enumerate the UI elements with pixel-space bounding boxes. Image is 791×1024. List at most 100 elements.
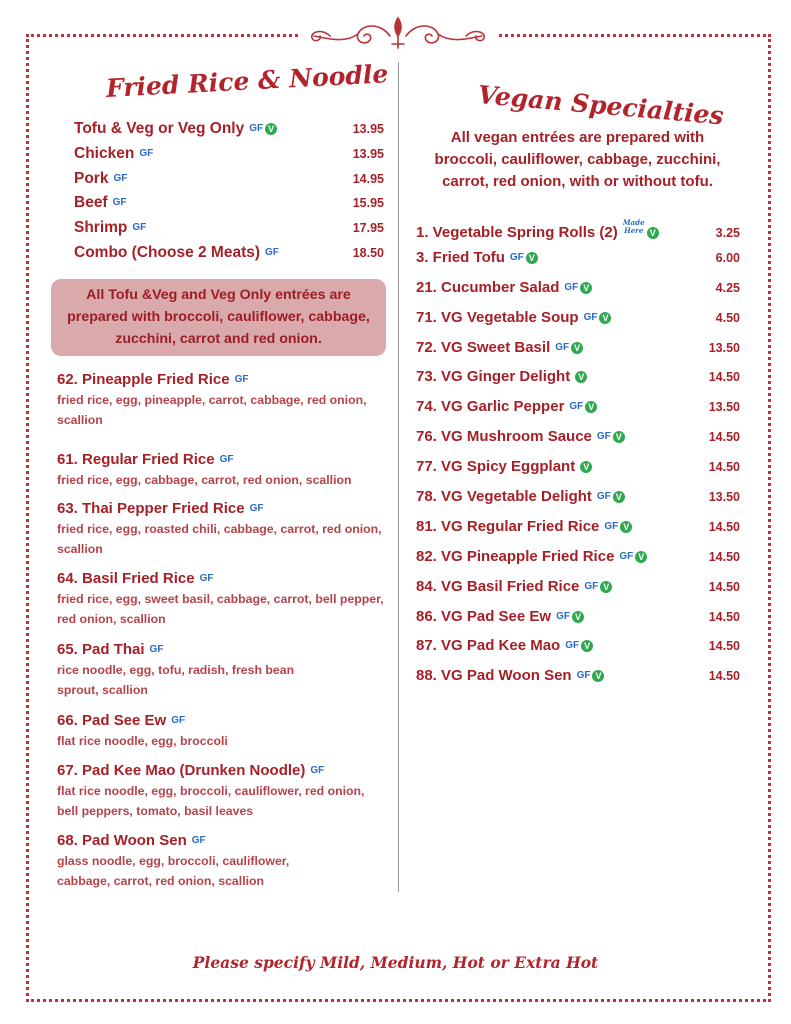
item-price: 14.50 [708,370,740,385]
gluten-free-badge: GF [149,644,164,655]
item-price: 14.50 [708,430,740,445]
item-name: 61. Regular Fried Rice [57,451,215,468]
gluten-free-badge: GF [113,172,128,184]
menu-item: 72. VG Sweet Basil GF V 13.50 [416,339,740,369]
vegan-badge-icon: V [612,431,625,444]
menu-item: 61. Regular Fried Rice GF fried rice, egg… [57,450,387,490]
gluten-free-badge: GF [234,374,249,385]
item-name: 76. VG Mushroom Sauce [416,428,592,446]
menu-item: 62. Pineapple Fried Rice GF fried rice, e… [57,370,387,430]
menu-item: 1. Vegetable Spring Rolls (2)Made Here V … [416,219,740,249]
item-name: 62. Pineapple Fried Rice [57,371,230,388]
spice-level-note: Please specify Mild, Medium, Hot or Extr… [192,953,599,972]
gluten-free-badge: GF [171,715,186,726]
item-price: 13.50 [708,490,740,505]
vegan-badge-icon: V [599,311,612,324]
menu-item: Pork GF 14.95 [74,170,384,195]
item-name: 86. VG Pad See Ew [416,607,552,625]
item-price: 15.95 [352,196,384,211]
menu-item: 73. VG Ginger Delight V 14.50 [416,368,740,398]
menu-item: Shrimp GF 17.95 [74,219,384,244]
menu-item: 87. VG Pad Kee Mao GF V 14.50 [416,637,740,667]
column-divider [398,62,399,892]
vegan-badge-icon: V [585,401,598,414]
gluten-free-badge: GF [265,246,279,258]
item-name: Combo (Choose 2 Meats) [74,243,261,261]
item-name: 78. VG Vegetable Delight [416,488,592,506]
menu-item: 3. Fried Tofu GF V 6.00 [416,249,740,279]
item-name: 81. VG Regular Fried Rice [416,517,600,535]
item-name: Beef [74,194,108,212]
item-description: glass noodle, egg, broccoli, cauliflower… [57,854,290,888]
menu-item: 81. VG Regular Fried Rice GF V 14.50 [416,518,740,548]
item-description: flat rice noodle, egg, broccoli, caulifl… [57,784,365,818]
gluten-free-badge: GF [619,550,634,562]
menu-item: 78. VG Vegetable Delight GF V 13.50 [416,488,740,518]
vegan-badge-icon: V [581,640,594,653]
gluten-free-badge: GF [565,640,580,652]
menu-item: Tofu & Veg or Veg Only GF V 13.95 [74,120,384,145]
item-price: 14.50 [708,519,740,534]
gluten-free-badge: GF [310,765,325,776]
item-name: 3. Fried Tofu [416,248,505,266]
menu-item: 65. Pad Thai GF rice noodle, egg, tofu, r… [57,640,387,700]
item-name: 21. Cucumber Salad [416,278,560,296]
gluten-free-badge: GF [509,251,524,263]
vegan-badge-icon: V [525,251,538,264]
item-name: 66. Pad See Ew [57,712,167,729]
item-name: 72. VG Sweet Basil [416,338,551,356]
item-price: 6.00 [715,250,740,265]
menu-item: 66. Pad See Ew GF flat rice noodle, egg, … [57,711,387,751]
item-price: 3.25 [715,226,740,240]
vegan-badge-icon: V [592,670,605,683]
item-description: fried rice, egg, pineapple, carrot, cabb… [57,393,367,427]
flourish-ornament-icon [300,14,496,54]
item-name: 68. Pad Woon Sen [57,832,187,849]
item-name: 63. Thai Pepper Fried Rice [57,500,245,517]
menu-item: 68. Pad Woon Sen GF glass noodle, egg, br… [57,831,387,891]
menu-item: Beef GF 15.95 [74,194,384,219]
gluten-free-badge: GF [583,311,598,323]
gluten-free-badge: GF [249,503,264,514]
gluten-free-badge: GF [219,454,234,465]
item-price: 4.50 [715,310,740,325]
menu-item: Combo (Choose 2 Meats) GF 18.50 [74,244,384,269]
menu-item: 64. Basil Fried Rice GF fried rice, egg, … [57,569,387,629]
gluten-free-badge: GF [555,341,570,353]
gluten-free-badge: GF [556,610,570,622]
item-price: 17.95 [352,221,384,236]
menu-item: 21. Cucumber Salad GF V 4.25 [416,279,740,309]
gluten-free-badge: GF [584,580,599,592]
menu-item: 76. VG Mushroom Sauce GF V 14.50 [416,428,740,458]
vegan-badge-icon: V [612,491,625,504]
item-price: 14.50 [708,460,740,475]
item-price: 18.50 [352,245,384,260]
item-description: rice noodle, egg, tofu, radish, fresh be… [57,663,295,697]
item-name: 82. VG Pineapple Fried Rice [416,547,615,565]
item-price: 14.50 [708,579,740,594]
item-name: 84. VG Basil Fried Rice [416,577,580,595]
gluten-free-badge: GF [576,670,591,682]
made-here-label: Made Here [622,218,645,235]
item-description: fried rice, egg, cabbage, carrot, red on… [57,473,352,487]
item-name: Chicken [74,144,135,162]
preparation-note: All Tofu &Veg and Veg Only entrées are p… [51,279,386,356]
item-price: 14.50 [708,639,740,654]
gluten-free-badge: GF [569,401,584,413]
item-description: flat rice noodle, egg, broccoli [57,734,228,748]
gluten-free-badge: GF [249,123,264,134]
item-name: 77. VG Spicy Eggplant [416,458,576,476]
menu-item: 84. VG Basil Fried Rice GF V 14.50 [416,578,740,608]
gluten-free-badge: GF [604,520,619,532]
vegan-intro-text: All vegan entrées are prepared with broc… [434,129,721,190]
gluten-free-badge: GF [199,573,214,584]
vegan-specialties-list: 1. Vegetable Spring Rolls (2)Made Here V … [416,219,740,697]
menu-item: 71. VG Vegetable Soup GF V 4.50 [416,309,740,339]
fried-rice-noodle-options: Tofu & Veg or Veg Only GF V 13.95 Chicken G… [74,120,384,269]
menu-item: 74. VG Garlic Pepper GF V 13.50 [416,398,740,428]
gluten-free-badge: GF [596,491,611,503]
gluten-free-badge: GF [132,222,147,234]
menu-item: 63. Thai Pepper Fried Rice GF fried rice,… [57,499,387,559]
item-name: Pork [74,169,109,187]
menu-item: 67. Pad Kee Mao (Drunken Noodle) GF flat … [57,761,387,821]
